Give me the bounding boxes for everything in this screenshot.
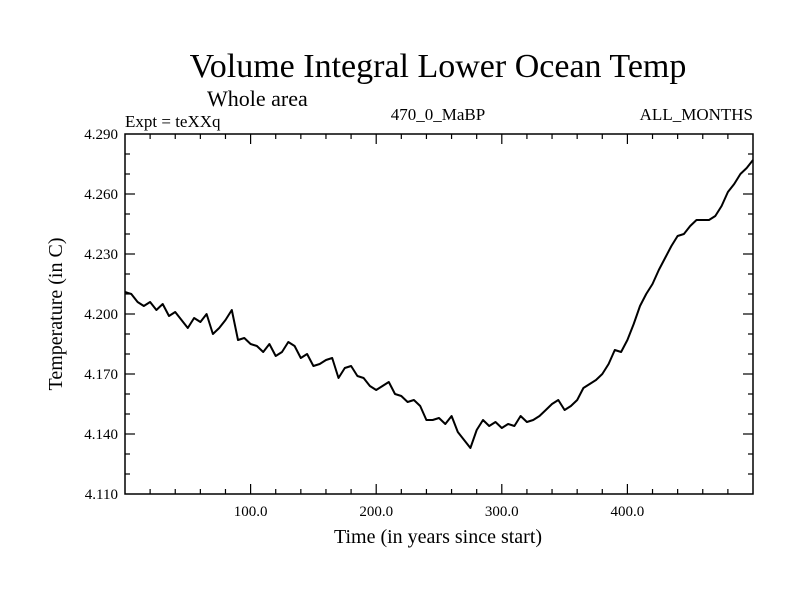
chart-subtitle: Whole area (207, 86, 308, 111)
y-tick-label: 4.170 (84, 367, 118, 383)
x-tick-label: 200.0 (359, 504, 393, 520)
experiment-label: Expt = teXXq (125, 112, 221, 131)
x-tick-label: 300.0 (485, 504, 519, 520)
chart-title: Volume Integral Lower Ocean Temp (190, 48, 687, 85)
y-tick-label: 4.140 (84, 427, 118, 443)
x-axis: 100.0 200.0 300.0 400.0 (149, 134, 729, 520)
y-tick-label: 4.230 (84, 247, 118, 263)
x-axis-label: Time (in years since start) (334, 526, 542, 548)
y-tick-label: 4.200 (84, 307, 118, 323)
months-label: ALL_MONTHS (640, 105, 753, 124)
period-label: 470_0_MaBP (391, 105, 485, 124)
x-tick-label: 100.0 (234, 504, 268, 520)
y-axis-label: Temperature (in C) (45, 238, 67, 391)
y-tick-label: 4.290 (84, 127, 118, 143)
plot-frame (124, 133, 754, 495)
temperature-series-line (124, 159, 754, 449)
y-tick-label: 4.260 (84, 187, 118, 203)
y-tick-label: 4.110 (85, 487, 118, 503)
x-tick-label: 400.0 (611, 504, 645, 520)
y-axis: 4.110 4.140 4.170 4.200 4.230 4.260 4.290 (84, 127, 753, 503)
